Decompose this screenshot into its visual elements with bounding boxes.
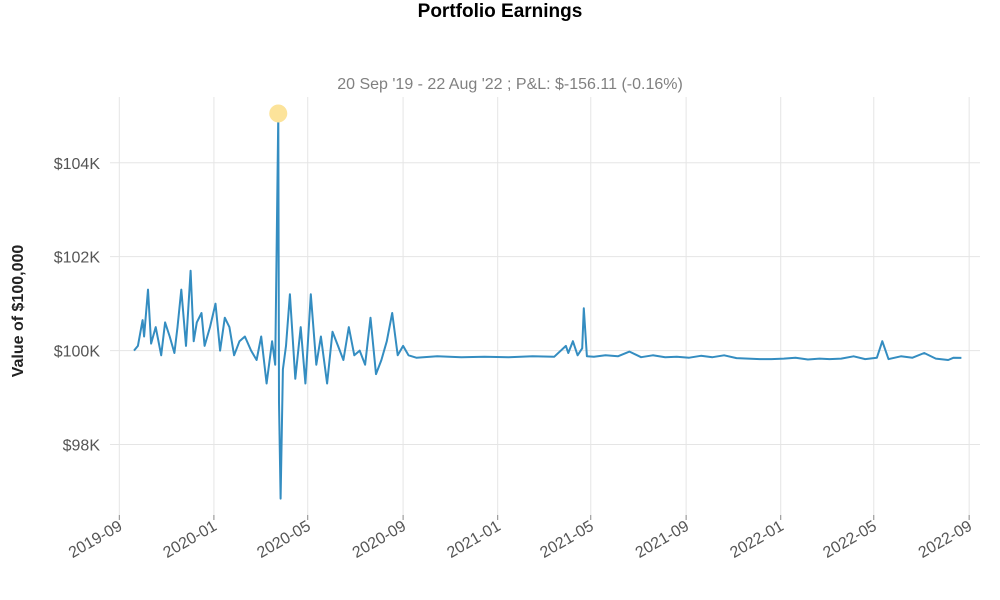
y-tick-label: $98K [63, 438, 101, 455]
x-tick-label: 2022-09 [916, 518, 975, 562]
y-axis-label: Value of $100,000 [10, 245, 27, 378]
x-tick-label: 2021-09 [633, 518, 692, 562]
series-layer [133, 104, 962, 500]
x-tick-label: 2020-05 [254, 518, 313, 562]
series-line [133, 112, 962, 500]
x-tick-label: 2022-05 [820, 518, 879, 562]
x-tick-label: 2022-01 [727, 518, 786, 562]
grid-lines [110, 97, 980, 520]
y-tick-label: $100K [54, 344, 101, 361]
chart-title: Portfolio Earnings [418, 1, 583, 22]
chart-subtitle: 20 Sep '19 - 22 Aug '22 ; P&L: $-156.11 … [337, 76, 683, 93]
x-tick-label: 2020-01 [161, 518, 220, 562]
x-tick-label: 2021-05 [537, 518, 596, 562]
y-tick-label: $102K [54, 250, 101, 267]
max-value-marker [269, 104, 288, 123]
x-tick-label: 2020-09 [350, 518, 409, 562]
x-tick-label: 2021-01 [444, 518, 503, 562]
x-tick-label: 2019-09 [66, 518, 125, 562]
x-tick-labels: 2019-09 2020-01 2020-05 2020-09 2021-01 2021-… [66, 518, 975, 562]
y-tick-labels: $98K $100K $102K $104K [54, 156, 101, 455]
y-tick-label: $104K [54, 156, 101, 173]
